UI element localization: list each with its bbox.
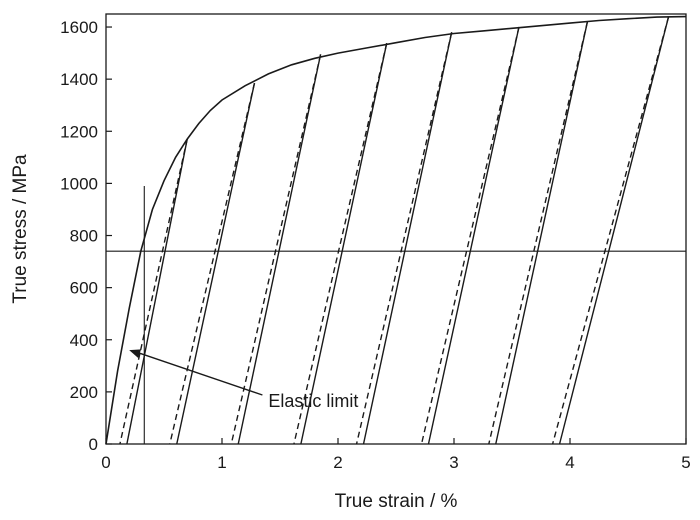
reload-line-5 — [362, 32, 453, 445]
reload-line-6 — [427, 26, 520, 445]
plot-frame — [105, 13, 687, 445]
y-tick-label: 1600 — [60, 18, 98, 37]
reload-line-4 — [300, 43, 388, 445]
y-tick-label: 600 — [70, 279, 98, 298]
reload-line-3 — [237, 54, 322, 445]
unload-line-3 — [230, 54, 322, 445]
reload-line-7 — [495, 21, 589, 445]
unload-line-6 — [420, 26, 520, 445]
y-tick-label: 800 — [70, 227, 98, 246]
x-tick-label: 1 — [217, 453, 226, 472]
y-tick-label: 200 — [70, 383, 98, 402]
unload-line-2 — [169, 82, 256, 445]
x-tick-label: 5 — [681, 453, 690, 472]
reload-line-2 — [176, 82, 256, 445]
monotonic-curve — [105, 15, 687, 445]
x-tick-label: 4 — [565, 453, 574, 472]
x-axis-title: True strain / % — [335, 491, 458, 512]
reload-line-1 — [126, 138, 188, 445]
annotation-arrow-line — [134, 351, 263, 396]
unload-line-8 — [551, 16, 670, 445]
y-axis-title: True stress / MPa — [10, 154, 31, 304]
unload-line-7 — [488, 21, 589, 445]
x-tick-label: 3 — [449, 453, 458, 472]
y-tick-label: 1400 — [60, 70, 98, 89]
annotation-arrowhead — [129, 349, 142, 358]
x-tick-label: 0 — [101, 453, 110, 472]
y-tick-label: 1200 — [60, 122, 98, 141]
y-tick-label: 1000 — [60, 174, 98, 193]
y-tick-label: 0 — [89, 435, 98, 454]
unload-line-1 — [119, 138, 188, 445]
annotation-text: Elastic limit — [268, 391, 358, 411]
unload-line-4 — [293, 43, 388, 445]
unload-line-5 — [355, 32, 453, 445]
x-tick-label: 2 — [333, 453, 342, 472]
reload-line-8 — [558, 16, 670, 445]
y-tick-label: 400 — [70, 331, 98, 350]
